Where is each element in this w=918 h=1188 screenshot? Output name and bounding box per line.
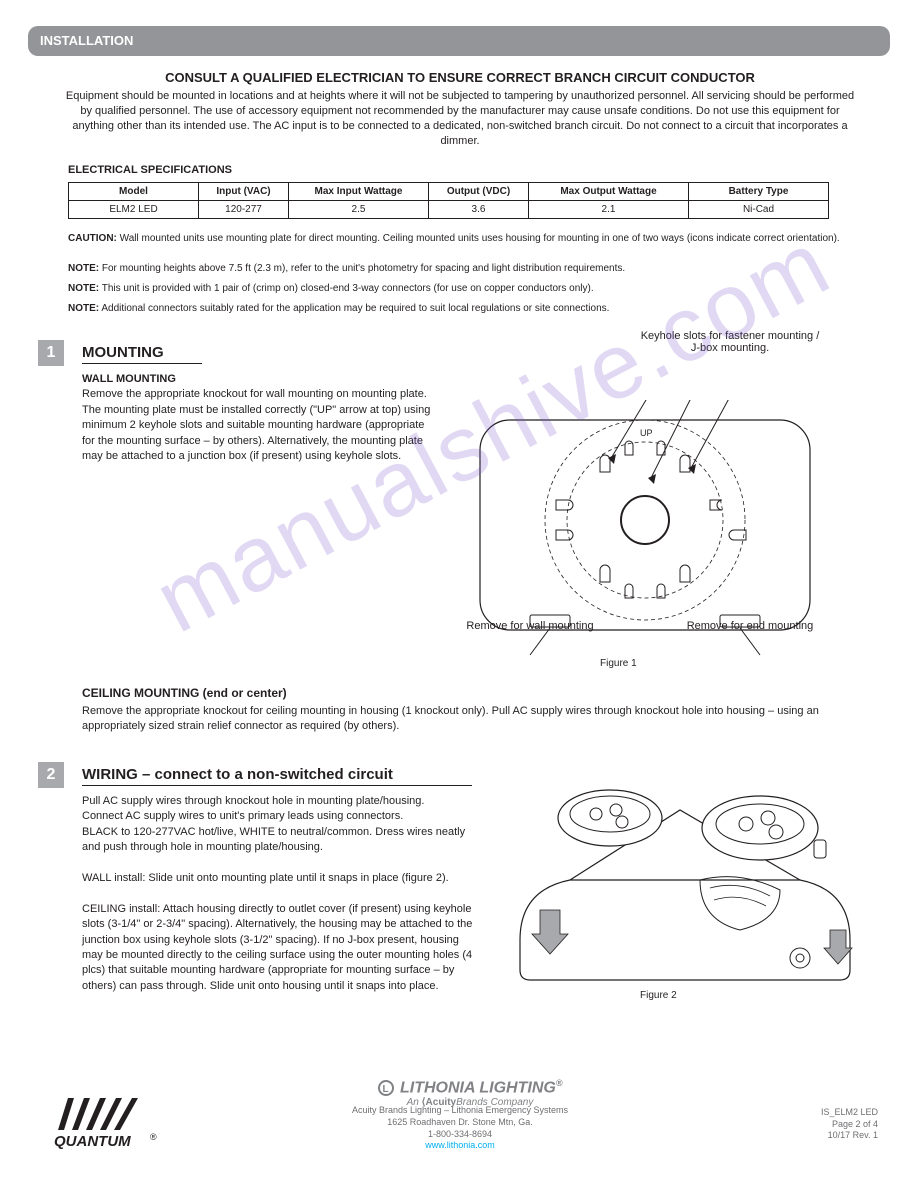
footer-address: Acuity Brands Lighting – Lithonia Emerge… — [260, 1105, 660, 1152]
fig2-caption: Figure 2 — [640, 990, 677, 1001]
spec-header: Model — [69, 183, 199, 201]
section-bar-title: INSTALLATION — [28, 33, 133, 48]
intro-title: CONSULT A QUALIFIED ELECTRICIAN TO ENSUR… — [60, 70, 860, 85]
fig1-label-top: Keyhole slots for fastener mounting / J-… — [640, 330, 820, 354]
fig2-diagram — [500, 780, 870, 990]
step-1-number: 1 — [38, 340, 64, 366]
intro-block: CONSULT A QUALIFIED ELECTRICIAN TO ENSUR… — [60, 70, 860, 148]
ceiling-mount-hdr: CEILING MOUNTING (end or center) — [82, 686, 287, 700]
section-bar: INSTALLATION — [28, 26, 890, 56]
step-2-body: Pull AC supply wires through knockout ho… — [82, 794, 482, 994]
spec-header: Output (VDC) — [429, 183, 529, 201]
fig1-label-b1: Remove for wall mounting — [440, 620, 620, 632]
svg-text:®: ® — [150, 1132, 157, 1142]
step-2-title: WIRING – connect to a non-switched circu… — [82, 766, 472, 786]
spec-header: Input (VAC) — [199, 183, 289, 201]
lithonia-logo: L LITHONIA LIGHTING® An ⟨AcuityBrands Co… — [330, 1078, 610, 1108]
caution-line: NOTE: For mounting heights above 7.5 ft … — [68, 262, 858, 276]
spec-header: Battery Type — [689, 183, 829, 201]
step-1-body: WALL MOUNTINGRemove the appropriate knoc… — [82, 372, 432, 472]
intro-body: Equipment should be mounted in locations… — [60, 89, 860, 148]
fig1-caption: Figure 1 — [600, 658, 637, 669]
spec-header: Max Input Wattage — [289, 183, 429, 201]
quantum-logo: QUANTUM ® — [54, 1096, 194, 1150]
step-2-number: 2 — [38, 762, 64, 788]
caution-line: NOTE: Additional connectors suitably rat… — [68, 302, 858, 316]
caution-line: CAUTION: Wall mounted units use mounting… — [68, 232, 858, 246]
footer-link[interactable]: www.lithonia.com — [425, 1140, 495, 1150]
table-row: ELM2 LED120-2772.53.62.1Ni-Cad — [69, 201, 829, 219]
spec-table: ModelInput (VAC)Max Input WattageOutput … — [68, 182, 829, 219]
spec-title: ELECTRICAL SPECIFICATIONS — [68, 164, 232, 176]
fig1-label-b2: Remove for end mounting — [660, 620, 840, 632]
svg-text:UP: UP — [640, 428, 653, 438]
step-1-title: MOUNTING — [82, 344, 202, 364]
caution-line: NOTE: This unit is provided with 1 pair … — [68, 282, 858, 296]
ceiling-mount-body: Remove the appropriate knockout for ceil… — [82, 704, 842, 735]
spec-header: Max Output Wattage — [529, 183, 689, 201]
svg-text:QUANTUM: QUANTUM — [54, 1133, 131, 1150]
footer-right: IS_ELM2 LED Page 2 of 4 10/17 Rev. 1 — [718, 1107, 878, 1142]
